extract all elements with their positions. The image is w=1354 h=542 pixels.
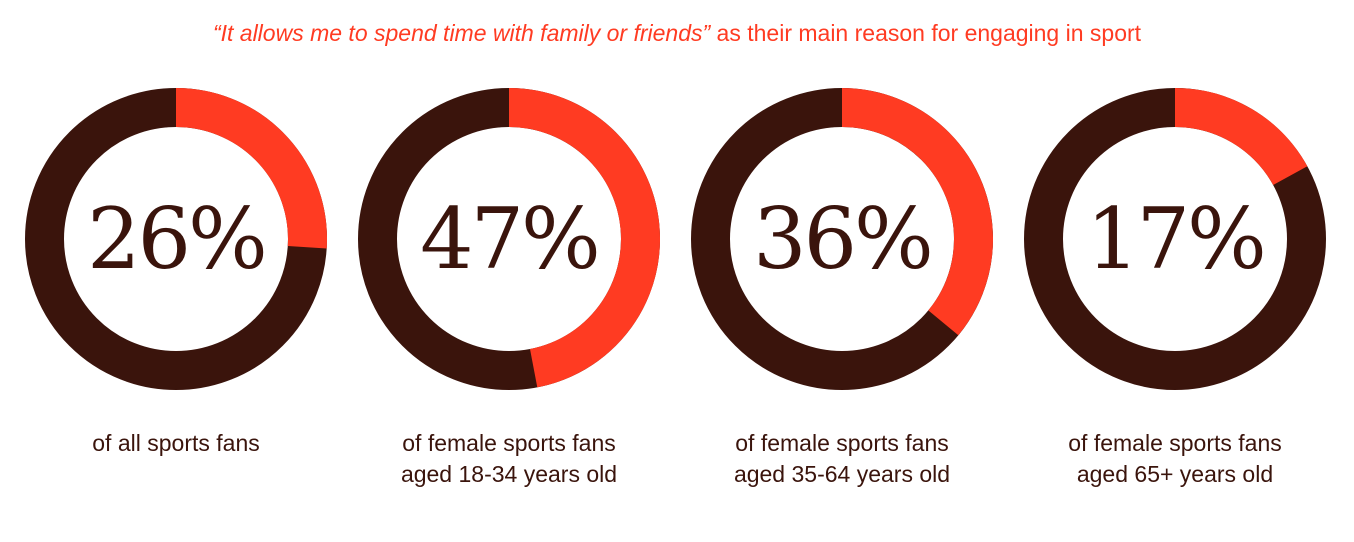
donut-svg: 17% [1024, 88, 1326, 390]
donut-svg: 26% [25, 88, 327, 390]
donut-percent-label: 36% [753, 190, 931, 288]
donut-value-arc [175, 88, 327, 249]
donut-percent-label: 26% [87, 190, 265, 288]
donut-value-arc [1174, 88, 1308, 186]
donut-chart-female-18-34: 47% [358, 88, 660, 390]
donut-caption: of female sports fans aged 35-64 years o… [733, 430, 951, 487]
donut-chart-female-65-plus: 17% [1024, 88, 1326, 390]
donut-value-arc [841, 88, 993, 336]
donut-caption: of female sports fans aged 65+ years old [1068, 430, 1282, 487]
donut-value-arc [508, 88, 660, 388]
donut-percent-label: 47% [420, 190, 598, 288]
donut-svg: 47% [358, 88, 660, 390]
donut-caption: of all sports fans [92, 430, 260, 456]
donut-caption: of female sports fans aged 18-34 years o… [400, 430, 618, 487]
donut-chart-all-fans: 26% [25, 88, 327, 390]
donut-svg: 36% [691, 88, 993, 390]
donut-percent-label: 17% [1086, 190, 1264, 288]
chart-title-quote: “It allows me to spend time with family … [212, 20, 711, 46]
chart-title-rest: as their main reason for engaging in spo… [710, 20, 1142, 46]
chart-title: “It allows me to spend time with family … [0, 18, 1354, 48]
donut-chart-female-35-64: 36% [691, 88, 993, 390]
